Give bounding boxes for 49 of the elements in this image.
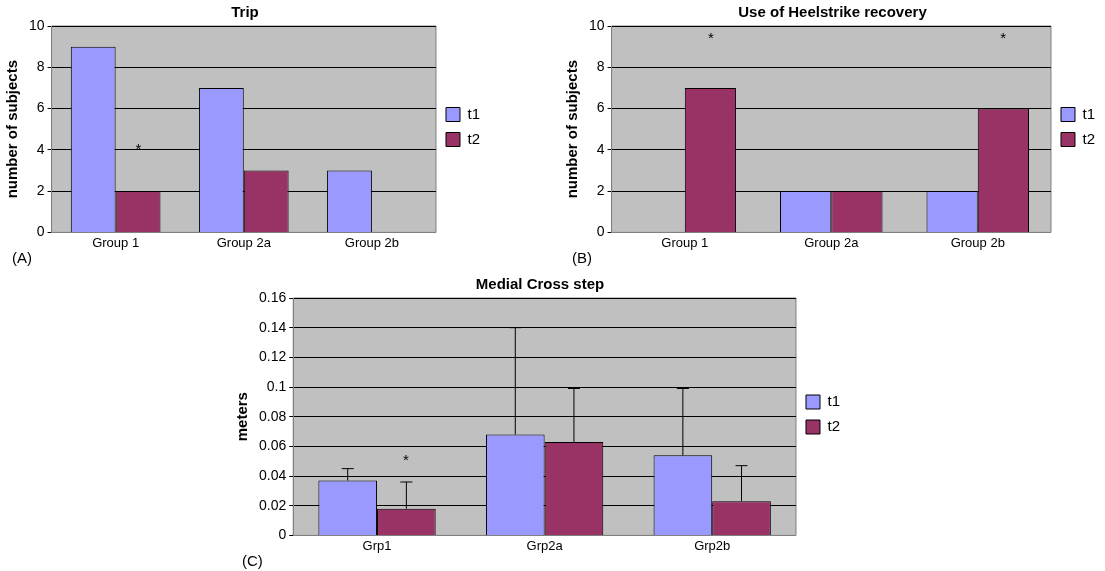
- text: (C): [242, 551, 263, 569]
- y-tick-label: 0: [36, 223, 45, 240]
- y-tick-label: 6: [596, 99, 605, 116]
- y-axis-title: number of subjects: [563, 60, 581, 199]
- chart-title: Trip: [231, 3, 259, 21]
- y-tick-label: 0.04: [259, 466, 287, 483]
- y-tick-label: 0.02: [259, 496, 287, 513]
- y-tick-label: 10: [28, 16, 45, 33]
- x-tick-label: Group 1: [92, 234, 140, 250]
- y-tick-label: 4: [36, 140, 45, 157]
- text: (B): [572, 248, 592, 266]
- y-tick-label: 4: [596, 140, 605, 157]
- y-tick-label: 2: [36, 181, 45, 198]
- x-tick-label: Group 1: [661, 234, 709, 250]
- y-tick-label: 0.16: [259, 288, 287, 305]
- y-tick-label: 6: [36, 99, 45, 116]
- x-tick-label: Group 2b: [344, 234, 400, 250]
- x-tick-label: Group 2a: [216, 234, 272, 250]
- annotation: *: [135, 139, 142, 157]
- y-axis-title: number of subjects: [3, 60, 21, 199]
- chart-title: Use of Heelstrike recovery: [738, 3, 928, 21]
- y-tick-label: 2: [596, 181, 605, 198]
- annotation: *: [707, 28, 714, 46]
- y-axis-title: meters: [233, 392, 251, 442]
- chart-title: Medial Cross step: [475, 275, 605, 293]
- y-tick-label: 0.06: [259, 437, 287, 454]
- y-tick-label: 0: [278, 526, 287, 543]
- x-tick-label: Grp1: [362, 537, 392, 553]
- y-tick-label: 8: [596, 58, 605, 75]
- annotation: *: [1000, 28, 1007, 46]
- y-tick-label: 0.14: [259, 318, 287, 335]
- text: (A): [12, 248, 32, 266]
- x-tick-label: Group 2b: [950, 234, 1005, 250]
- x-tick-label: Grp2a: [526, 537, 564, 553]
- legend-label: t1: [467, 104, 481, 122]
- annotation: *: [402, 451, 409, 469]
- y-tick-label: 10: [588, 16, 605, 33]
- y-tick-label: 0.1: [266, 377, 287, 394]
- x-tick-label: Grp2b: [694, 537, 731, 553]
- x-tick-label: Group 2a: [804, 234, 860, 250]
- legend-label: t2: [827, 417, 841, 435]
- y-tick-label: 0: [596, 223, 605, 240]
- y-tick-label: 8: [36, 58, 45, 75]
- legend-label: t1: [1082, 104, 1096, 122]
- y-tick-label: 0.12: [259, 348, 287, 365]
- y-tick-label: 0.08: [259, 407, 287, 424]
- legend-label: t2: [1082, 129, 1096, 147]
- legend-label: t1: [827, 392, 841, 410]
- legend-label: t2: [467, 129, 481, 147]
